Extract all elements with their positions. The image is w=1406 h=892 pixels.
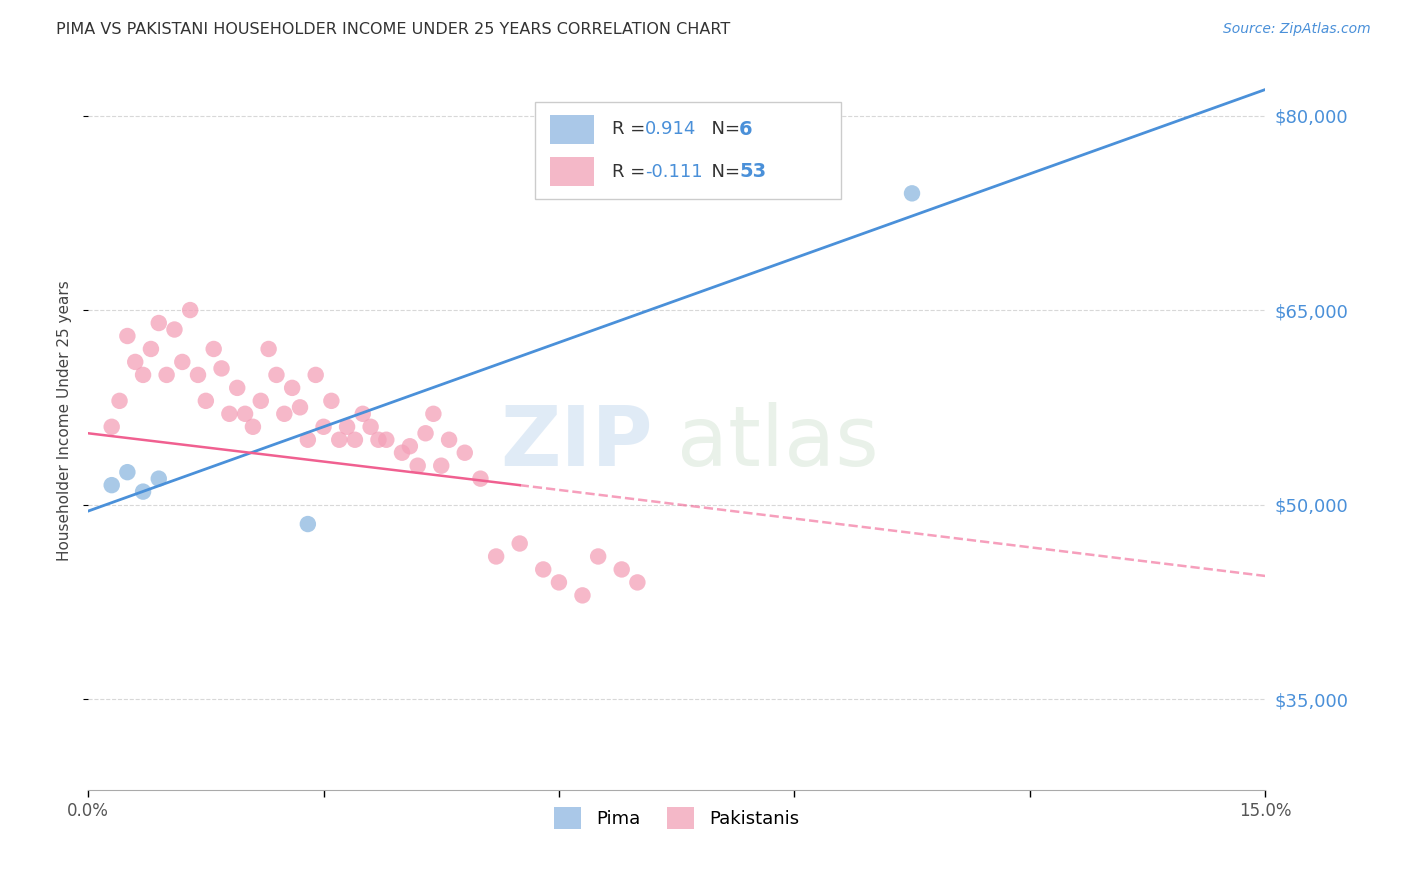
Point [172,355,194,369]
Point [485,549,508,564]
Text: 6: 6 [740,120,752,139]
Point [148,472,170,486]
Point [610,562,633,576]
Point [117,329,139,343]
Text: 53: 53 [740,162,766,181]
Point [156,368,179,382]
Point [132,484,155,499]
Point [242,419,264,434]
Point [211,361,233,376]
Point [367,433,389,447]
Point [343,433,366,447]
Text: N=: N= [700,162,747,180]
FancyBboxPatch shape [550,157,595,186]
Text: R =: R = [612,162,651,180]
Point [422,407,444,421]
Point [548,575,571,590]
Point [297,516,319,531]
Point [901,186,924,201]
Text: R =: R = [612,120,651,138]
Point [375,433,398,447]
Point [257,342,280,356]
Point [124,355,146,369]
Point [352,407,374,421]
Point [100,478,122,492]
Point [399,439,422,453]
Point [148,316,170,330]
Point [328,433,350,447]
Point [321,393,343,408]
Point [571,588,593,602]
Text: -0.111: -0.111 [645,162,703,180]
Point [415,426,437,441]
Point [312,419,335,434]
Point [226,381,249,395]
Text: Source: ZipAtlas.com: Source: ZipAtlas.com [1223,22,1371,37]
Point [531,562,554,576]
Point [437,433,460,447]
Point [391,446,413,460]
FancyBboxPatch shape [550,115,595,144]
Point [288,401,311,415]
Point [297,433,319,447]
Point [273,407,295,421]
Point [233,407,256,421]
Point [336,419,359,434]
Point [509,536,531,550]
Point [281,381,304,395]
FancyBboxPatch shape [536,103,841,199]
Point [218,407,240,421]
Point [202,342,225,356]
Point [360,419,382,434]
Point [163,322,186,336]
Point [179,303,201,318]
Point [100,419,122,434]
Point [430,458,453,473]
Text: N=: N= [700,120,747,138]
Point [249,393,271,408]
Text: PIMA VS PAKISTANI HOUSEHOLDER INCOME UNDER 25 YEARS CORRELATION CHART: PIMA VS PAKISTANI HOUSEHOLDER INCOME UND… [56,22,731,37]
Point [108,393,131,408]
Point [117,465,139,479]
Text: atlas: atlas [676,402,879,483]
Point [586,549,609,564]
Point [266,368,288,382]
Point [139,342,162,356]
Text: ZIP: ZIP [501,402,652,483]
Text: 0.914: 0.914 [645,120,696,138]
Legend: Pima, Pakistanis: Pima, Pakistanis [547,800,806,837]
Point [626,575,648,590]
Point [194,393,217,408]
Point [454,446,477,460]
Point [470,472,492,486]
Point [305,368,328,382]
Y-axis label: Householder Income Under 25 years: Householder Income Under 25 years [58,280,72,561]
Point [187,368,209,382]
Point [132,368,155,382]
Point [406,458,429,473]
